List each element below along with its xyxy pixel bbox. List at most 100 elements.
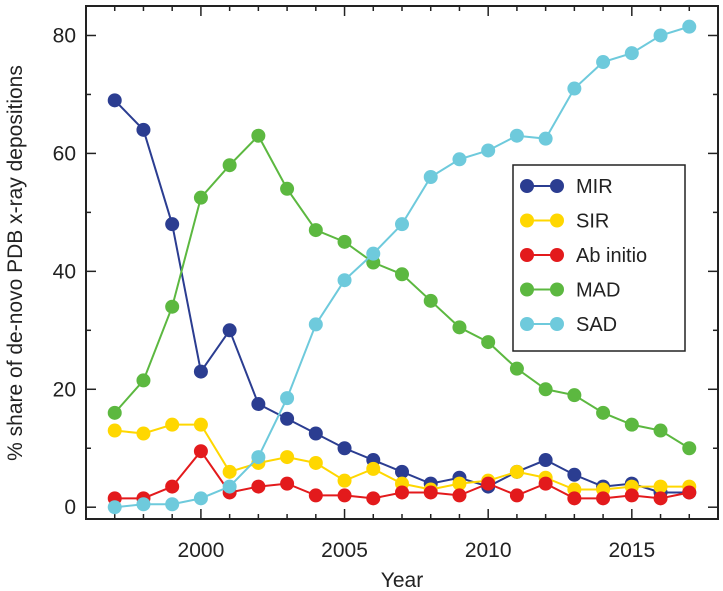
x-tick-label: 2000 (178, 539, 225, 562)
data-point-mad (624, 417, 639, 432)
data-point-sir (509, 464, 524, 479)
legend-label-sad: SAD (576, 314, 617, 336)
data-point-ab-initio (308, 488, 323, 503)
data-point-sir (308, 455, 323, 470)
x-tick-label: 2010 (465, 539, 512, 562)
data-point-ab-initio (251, 479, 266, 494)
data-point-sad (596, 55, 611, 70)
data-point-ab-initio (538, 476, 553, 491)
y-tick-label: 20 (53, 378, 76, 401)
data-point-sir (165, 417, 180, 432)
data-point-sad (395, 217, 409, 232)
data-point-mir (136, 122, 151, 137)
data-point-mad (165, 299, 180, 314)
data-point-mad (567, 388, 582, 403)
data-point-mad (538, 382, 553, 397)
data-point-sad (107, 500, 122, 515)
data-point-mad (596, 405, 611, 420)
data-point-sad (165, 497, 180, 512)
data-point-ab-initio (452, 488, 467, 503)
data-point-mad (509, 361, 524, 376)
y-tick-label: 0 (64, 496, 76, 519)
data-point-mir (280, 411, 295, 426)
data-point-ab-initio (624, 488, 639, 503)
data-point-mad (251, 128, 266, 143)
data-point-mad (193, 190, 208, 205)
y-axis-label: % share of de-novo PDB x-ray depositions (4, 65, 27, 461)
data-point-sad (136, 497, 151, 512)
data-point-sir (653, 479, 668, 494)
data-point-mir (165, 217, 180, 232)
data-point-sad (452, 152, 467, 167)
data-point-sad (567, 81, 582, 96)
data-point-ab-initio (395, 485, 409, 500)
legend-label-sir: SIR (576, 211, 609, 233)
data-point-mad (423, 293, 438, 308)
x-tick-label: 2015 (608, 539, 655, 562)
legend-label-ab-initio: Ab initio (576, 245, 647, 267)
data-point-mad (395, 267, 409, 282)
data-point-mad (222, 158, 237, 173)
data-point-mad (136, 373, 151, 388)
data-point-sad (222, 479, 237, 494)
data-point-mir (567, 467, 582, 482)
data-point-sad (653, 28, 668, 43)
data-point-mad (280, 181, 295, 196)
data-point-sad (308, 317, 323, 332)
data-point-mir (222, 323, 237, 338)
legend-box (512, 164, 686, 352)
legend-label-mir: MIR (576, 176, 613, 198)
data-point-sir (222, 464, 237, 479)
legend-marker-sir (520, 213, 534, 228)
data-point-sir (337, 473, 352, 488)
data-point-ab-initio (193, 444, 208, 459)
data-point-ab-initio (509, 488, 524, 503)
data-point-sad (423, 170, 438, 184)
data-point-ab-initio (596, 491, 611, 506)
data-point-mir (538, 453, 553, 468)
legend-marker-sad (520, 317, 534, 331)
data-point-sad (366, 246, 381, 261)
legend-marker-mir (520, 179, 534, 193)
data-point-mad (337, 234, 352, 249)
data-point-sad (251, 450, 266, 465)
legend: MIR SIR Ab initio MAD SAD (512, 164, 686, 352)
data-point-ab-initio (567, 491, 582, 506)
data-point-sad (682, 19, 697, 34)
data-point-sad (193, 491, 208, 506)
data-point-mad (107, 405, 122, 420)
data-point-ab-initio (366, 491, 381, 506)
x-axis-label: Year (381, 569, 423, 591)
data-point-ab-initio (653, 491, 668, 506)
data-point-sad (509, 128, 524, 143)
data-point-mir (395, 464, 409, 479)
legend-marker-mir (550, 179, 564, 193)
data-point-ab-initio (280, 476, 295, 491)
data-point-ab-initio (165, 479, 180, 494)
data-point-sad (280, 391, 295, 406)
data-point-sir (452, 476, 467, 491)
legend-label-mad: MAD (576, 280, 620, 302)
legend-marker-mad (550, 282, 564, 297)
data-point-ab-initio (481, 476, 496, 491)
data-point-mir (107, 93, 122, 108)
data-point-mir (251, 397, 266, 412)
y-tick-label: 40 (53, 260, 76, 283)
data-point-sir (107, 423, 122, 438)
series-layer (107, 19, 697, 515)
y-tick-label: 80 (53, 24, 76, 47)
data-point-mir (193, 364, 208, 379)
data-point-sir (136, 426, 151, 441)
legend-marker-mad (520, 282, 534, 297)
x-tick-label: 2005 (321, 539, 368, 562)
data-point-ab-initio (682, 485, 697, 500)
data-point-mad (682, 441, 697, 456)
legend-marker-sad (550, 317, 564, 331)
data-point-sad (481, 143, 496, 158)
y-tick-label: 60 (53, 142, 76, 165)
legend-marker-sir (550, 213, 564, 228)
data-point-ab-initio (423, 485, 438, 500)
data-point-sad (337, 273, 352, 288)
data-point-sir (193, 417, 208, 432)
